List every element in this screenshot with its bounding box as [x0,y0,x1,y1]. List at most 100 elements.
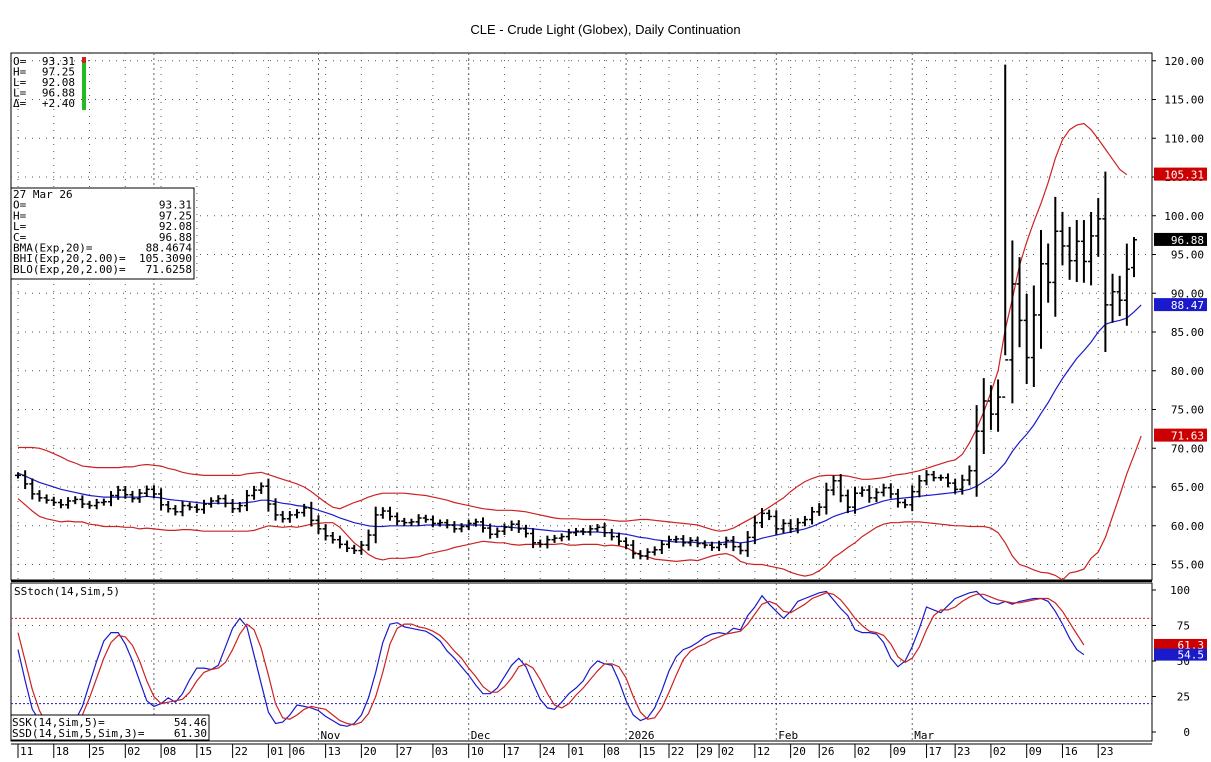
day-label: 29 [700,745,713,758]
price-bar [150,485,157,499]
price-tick-label: 115.00 [1164,94,1204,107]
price-bar [980,378,987,455]
price-tag-bg [1154,167,1207,181]
price-bar [301,503,308,517]
day-label: 17 [929,745,942,758]
info-box-frame [10,187,195,280]
price-tag-label: 88.47 [1171,299,1204,312]
price-bar [844,489,851,514]
price-tick-label: 100.00 [1164,210,1204,223]
price-bar [465,519,472,531]
panel-frames [10,52,1153,742]
price-tick-label: 80.00 [1171,365,1204,378]
day-label: 01 [571,745,584,758]
price-bar [472,518,479,527]
price-bar [72,496,79,505]
ohlc-range-marker [82,57,86,63]
month-label: Mar [914,729,934,742]
price-bar [236,501,243,513]
price-bar [265,478,272,512]
price-bar [186,502,193,511]
info-key: 27 Mar 26 [13,188,73,201]
ohlc-value: 96.88 [42,87,75,100]
price-bar [222,494,229,508]
info-value: 97.25 [159,209,192,222]
ssk-key: SSK(14,Sim,5)= [12,716,105,729]
price-tick-label: 90.00 [1171,287,1204,300]
price-bar [1009,240,1016,404]
price-bar [494,527,501,538]
price-bar [1059,211,1066,266]
price-bar [294,509,300,519]
day-label: 20 [363,745,376,758]
price-bar [193,503,200,513]
price-bar [730,536,737,552]
price-bar [923,470,930,486]
day-label: 20 [793,745,806,758]
price-bar [394,512,401,526]
price-bar [444,519,451,529]
price-bar [251,485,258,500]
mid-band-line [17,304,1142,544]
price-bar [86,500,93,509]
month-label: 2026 [628,729,655,742]
price-bar [208,497,215,508]
price-bar [279,511,286,523]
price-bar [515,520,522,533]
stoch-box-frame [10,714,210,741]
price-bar [565,528,572,541]
price-bar [680,535,687,547]
ssd-line [17,592,1085,732]
price-bar [22,470,29,489]
day-label: 09 [1029,745,1042,758]
price-bar [1088,211,1095,286]
price-bar [744,531,751,557]
price-bar [179,501,186,517]
ohlc-range-bar [82,57,86,110]
price-bar [1109,273,1116,323]
stoch-tag-bg [1154,638,1207,651]
price-tick-label: 70.00 [1171,442,1204,455]
price-bar [787,519,794,534]
day-label: 24 [542,745,556,758]
info-value: 92.08 [159,220,192,233]
stoch-tick-label: 100 [1170,584,1190,597]
price-bar [1030,285,1037,388]
day-label: 27 [399,745,412,758]
price-tag-label: 71.63 [1171,430,1204,443]
price-tick-label: 120.00 [1164,55,1204,68]
price-bar [666,535,672,549]
price-bar [286,511,293,523]
price-bar [823,482,830,515]
price-bar [573,527,579,536]
price-bar [372,506,379,544]
price-bar [422,514,429,523]
price-bar [801,515,808,527]
price-bar [387,506,393,521]
price-bar [43,494,50,504]
price-bar [737,542,744,555]
price-bar [308,501,315,527]
price-bar [945,473,951,488]
price-bar [65,497,72,509]
price-bar [658,540,665,555]
info-key: H= [13,209,27,222]
price-bar [501,523,508,536]
lower-band-line [17,435,1142,581]
price-bar [1023,293,1030,385]
price-bar [322,524,329,541]
day-label: 22 [235,745,248,758]
price-bar [995,379,1002,432]
day-label: 08 [163,745,176,758]
info-value: 88.4674 [146,242,193,255]
chart-title: CLE - Crude Light (Globex), Daily Contin… [470,22,741,37]
day-label: 08 [607,745,620,758]
price-bar [637,550,644,560]
price-bar [773,510,780,535]
price-bar [243,490,250,512]
price-bar [108,491,114,507]
ssk-line [17,590,1085,732]
price-bar [580,528,587,536]
price-tick-label: 85.00 [1171,326,1204,339]
ohlc-key: L= [13,76,27,89]
